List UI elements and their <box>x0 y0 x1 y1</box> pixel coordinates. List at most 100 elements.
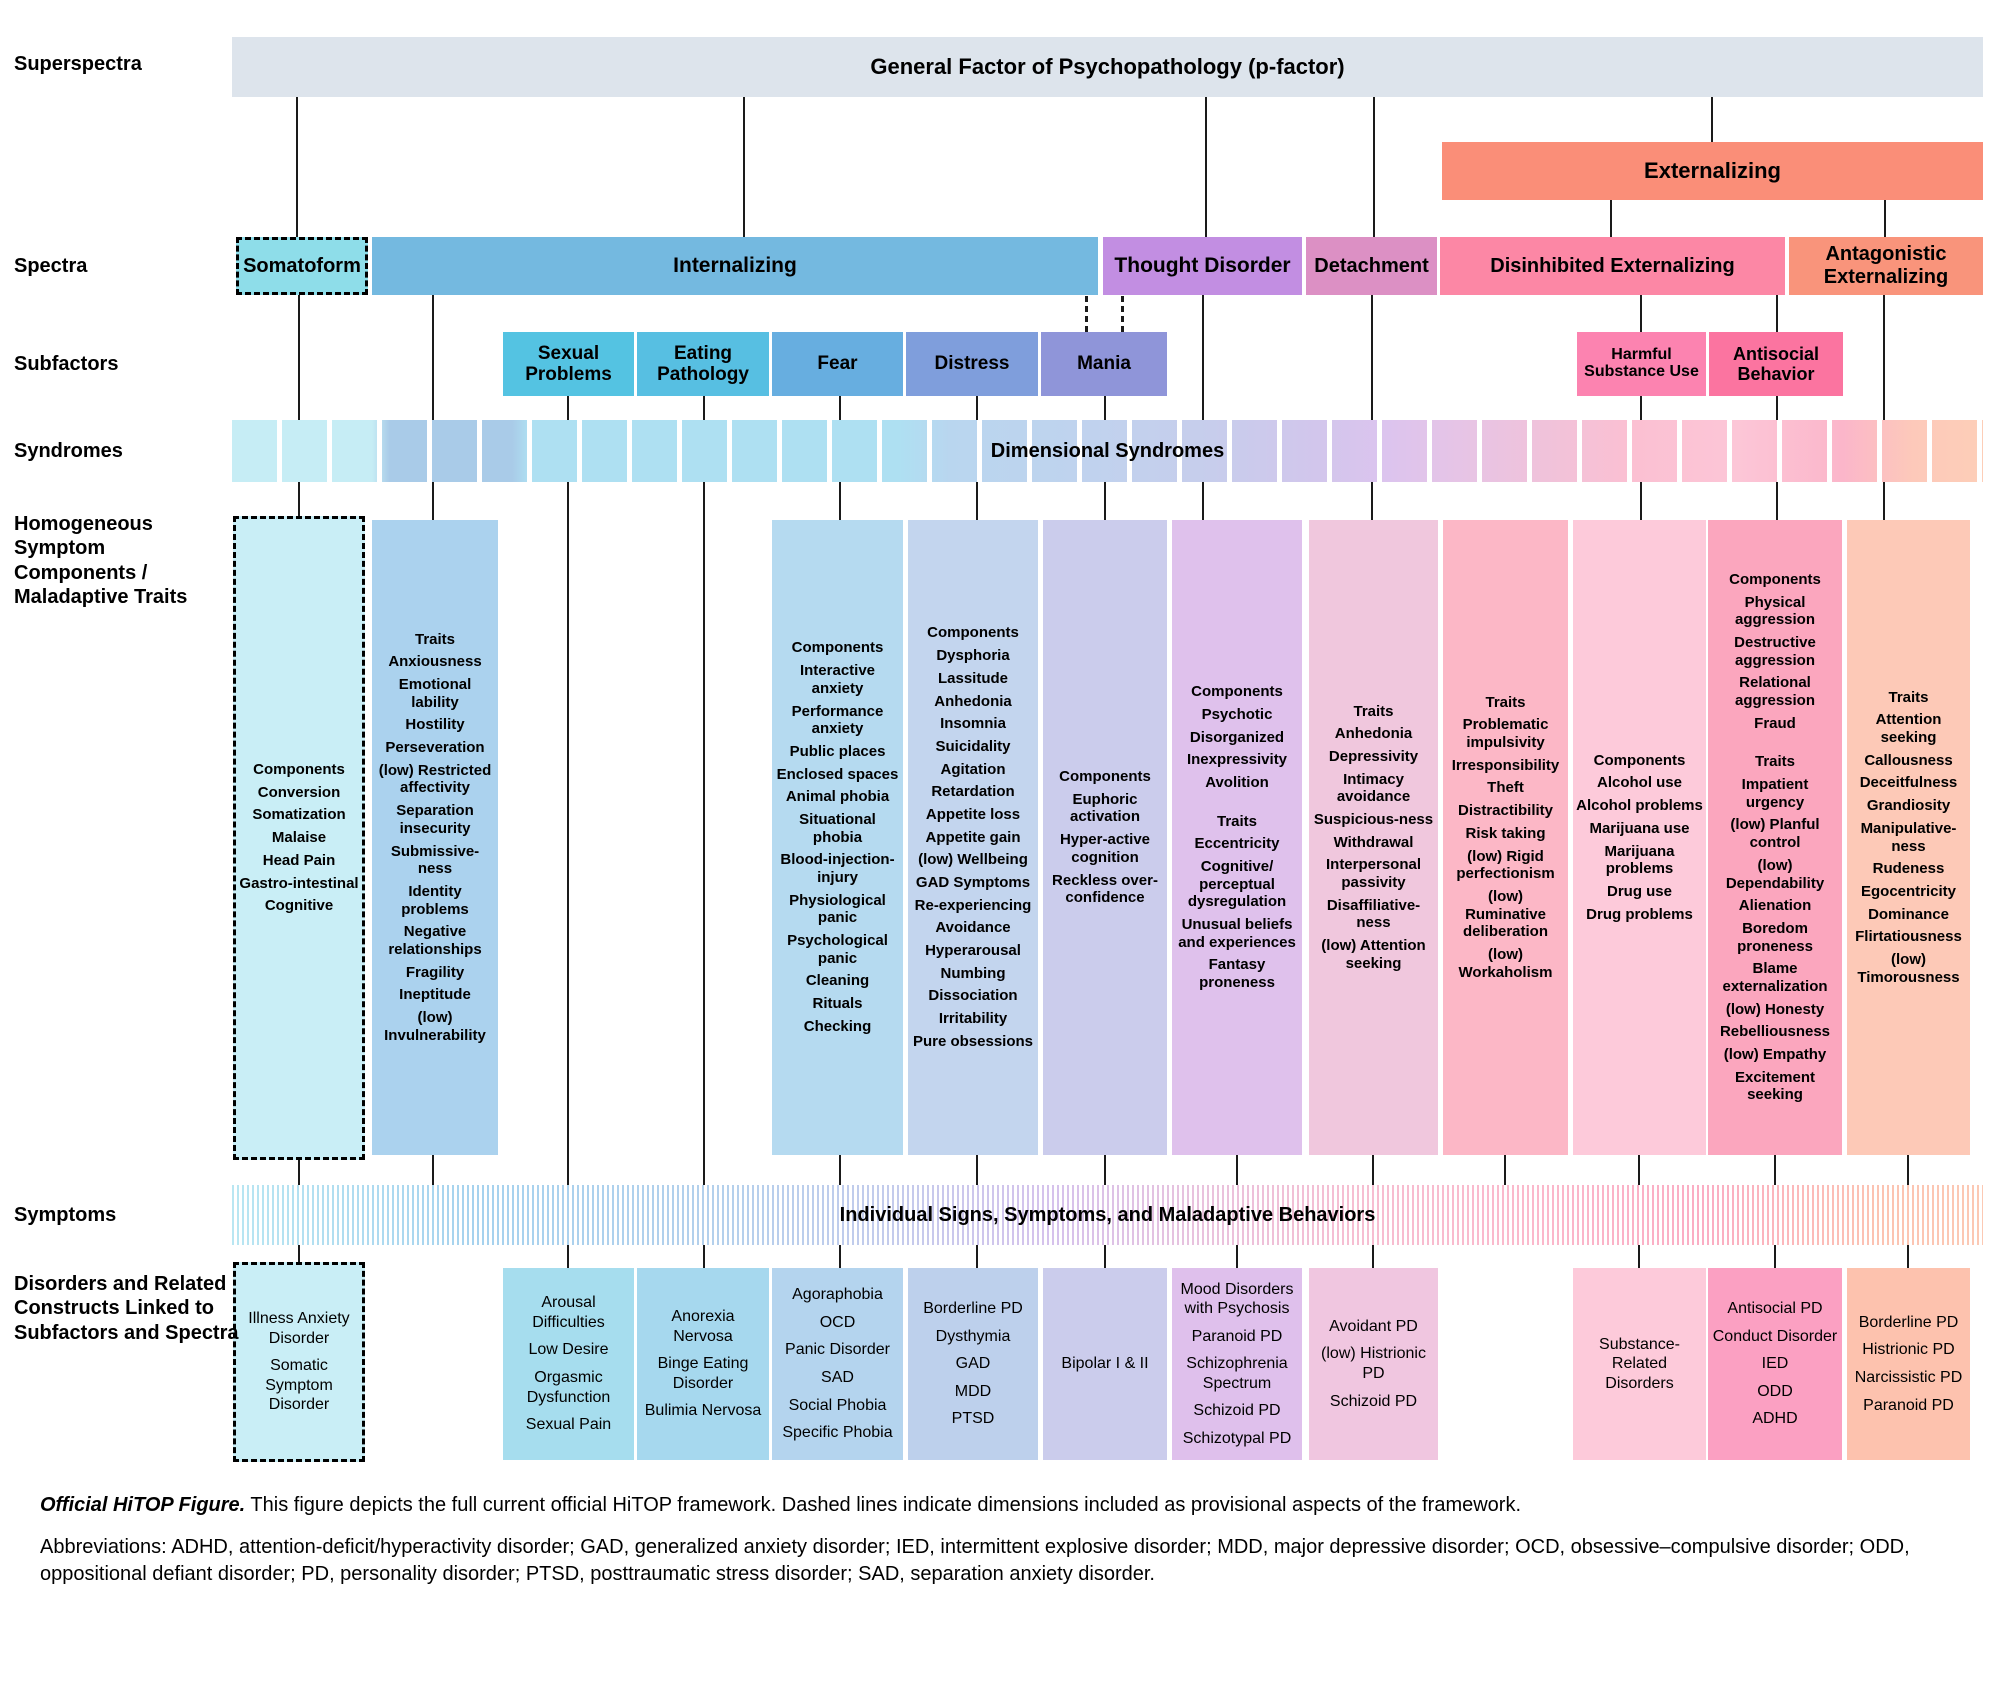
list-item: (low) Timorousness <box>1857 950 1960 986</box>
list-item: (low) Workaholism <box>1458 945 1553 981</box>
list-item: (low) Attention seeking <box>1321 937 1426 972</box>
list-item: Rebelliousness <box>1719 1023 1831 1041</box>
list-item: Irritability <box>938 1010 1008 1028</box>
list-item: OCD <box>819 1313 856 1331</box>
connector-line <box>1371 295 1373 520</box>
subfactor-mania: Mania <box>1041 332 1167 396</box>
spectrum-disinhibited-externalizing: Disinhibited Externalizing <box>1440 237 1785 295</box>
provisional-connector-line <box>1085 296 1088 332</box>
list-item: Agoraphobia <box>792 1286 883 1304</box>
list-item: Schizoid PD <box>1329 1392 1418 1410</box>
list-item: Narcissistic PD <box>1854 1369 1963 1386</box>
list-item: Irresponsibility <box>1451 756 1560 774</box>
connector-line <box>1638 1245 1640 1268</box>
list-item: Mood Disorders with Psychosis <box>1180 1280 1294 1318</box>
list-item: Paranoid PD <box>1191 1327 1283 1345</box>
connector-line <box>1236 1245 1238 1268</box>
fear-components-column: Components Interactive anxiety Performance… <box>772 520 903 1155</box>
list-item: Hyper-active cognition <box>1059 831 1151 866</box>
list-item: Gastro-intestinal <box>239 874 359 892</box>
list-item: Dysphoria <box>936 647 1010 665</box>
list-item: Paranoid PD <box>1863 1396 1954 1414</box>
connector-line <box>1202 295 1204 520</box>
list-item: Reckless over-confidence <box>1052 871 1158 907</box>
list-item: Unusual beliefs and experiences <box>1178 916 1296 951</box>
list-item: Conduct Disorder <box>1712 1327 1838 1345</box>
list-item: Psychological panic <box>787 932 888 967</box>
list-item: Blood-injection-injury <box>780 851 895 887</box>
list-item: (low) Ruminative deliberation <box>1462 887 1548 941</box>
connector-line <box>1104 1245 1106 1268</box>
connector-line <box>298 1160 300 1185</box>
list-item: Fantasy proneness <box>1199 956 1275 992</box>
list-item: Bulimia Nervosa <box>644 1402 762 1420</box>
list-item: Cognitive/ perceptual dysregulation <box>1187 858 1287 911</box>
list-item: (low) Histrionic PD <box>1321 1345 1426 1382</box>
list-item: (low) Restricted affectivity <box>378 761 492 797</box>
list-item: Insomnia <box>940 715 1006 733</box>
list-item: Dominance <box>1868 905 1949 923</box>
list-item: Blame externalization <box>1722 960 1828 995</box>
list-item: Schizophrenia Spectrum <box>1186 1355 1288 1392</box>
disorders-mania: Bipolar I & II <box>1043 1268 1167 1460</box>
list-item: Callousness <box>1864 751 1953 769</box>
list-item: Separation insecurity <box>396 802 474 837</box>
connector-line <box>432 1155 434 1185</box>
connector-line <box>1774 1155 1776 1185</box>
row-label-disorders: Disorders and Related Constructs Linked … <box>14 1273 239 1344</box>
spectrum-somatoform: Somatoform <box>236 237 368 295</box>
connector-line <box>1372 1245 1374 1268</box>
list-item: IED <box>1761 1355 1789 1373</box>
list-item: Components <box>1059 768 1151 786</box>
spectrum-thought-disorder: Thought Disorder <box>1103 237 1302 295</box>
p-factor-bar: General Factor of Psychopathology (p-fac… <box>232 37 1983 97</box>
list-item: Binge Eating Disorder <box>657 1355 749 1392</box>
substance-components-column: Components Alcohol use Alcohol problems Mar… <box>1573 520 1706 1155</box>
list-item: Marijuana problems <box>1604 842 1675 878</box>
distress-components-column: Components Dysphoria Lassitude Anhedonia Ins… <box>908 520 1038 1155</box>
subfactor-distress: Distress <box>906 332 1038 396</box>
list-item: Animal phobia <box>785 788 890 806</box>
externalizing-superspectrum-bar: Externalizing <box>1442 142 1983 200</box>
list-item: Social Phobia <box>788 1396 887 1414</box>
connector-line <box>1236 1155 1238 1185</box>
list-item: Re-experiencing <box>914 896 1032 914</box>
connector-line <box>839 1155 841 1185</box>
list-item: Components <box>1191 683 1283 701</box>
somatoform-components-column: Components Conversion Somatization Malaise H… <box>233 516 365 1160</box>
list-item: Fragility <box>405 963 465 981</box>
list-item: Components <box>1729 570 1821 588</box>
disorders-antisocial-behavior: Antisocial PD Conduct Disorder IED ODD ADHD <box>1708 1268 1842 1460</box>
list-item: Problematic impulsivity <box>1462 716 1549 752</box>
list-item: Situational phobia <box>799 810 876 846</box>
disorders-distress: Borderline PD Dysthymia GAD MDD PTSD <box>908 1268 1038 1460</box>
disorders-somatoform: Illness Anxiety Disorder Somatic Symptom … <box>233 1262 365 1462</box>
list-item: Alcohol problems <box>1576 797 1703 815</box>
list-item: Disorganized <box>1189 728 1285 746</box>
connector-line <box>1638 1155 1640 1185</box>
list-item: (low) Planful control <box>1730 816 1820 852</box>
connector-line <box>1205 97 1207 237</box>
list-item: Rudeness <box>1872 860 1945 878</box>
list-item: (low) Invulnerability <box>384 1009 486 1044</box>
disorders-sexual-problems: Arousal Difficulties Low Desire Orgasmic D… <box>503 1268 634 1460</box>
connector-line <box>1776 295 1778 332</box>
list-item: Somatization <box>252 806 346 824</box>
list-item: GAD Symptoms <box>915 874 1031 892</box>
figure-abbreviations: Abbreviations: ADHD, attention-deficit/h… <box>40 1536 1910 1585</box>
list-item: Components <box>1593 751 1686 769</box>
list-item: Destructive aggression <box>1734 633 1816 669</box>
list-item: Distractibility <box>1457 802 1554 820</box>
connector-line <box>1610 200 1612 237</box>
list-item: Depressivity <box>1328 747 1419 765</box>
list-item: Boredom proneness <box>1737 919 1813 955</box>
list-item: Avoidant PD <box>1329 1317 1418 1335</box>
connector-line <box>1907 1155 1909 1185</box>
disorders-thought-disorder: Mood Disorders with Psychosis Paranoid PD… <box>1172 1268 1302 1460</box>
list-item: Malaise <box>271 829 327 847</box>
list-item: Traits <box>1888 688 1929 706</box>
list-item: PTSD <box>951 1410 995 1428</box>
list-item: Intimacy avoidance <box>1336 770 1411 806</box>
list-item: Suspicious-ness <box>1313 810 1434 828</box>
connector-line <box>976 1155 978 1185</box>
